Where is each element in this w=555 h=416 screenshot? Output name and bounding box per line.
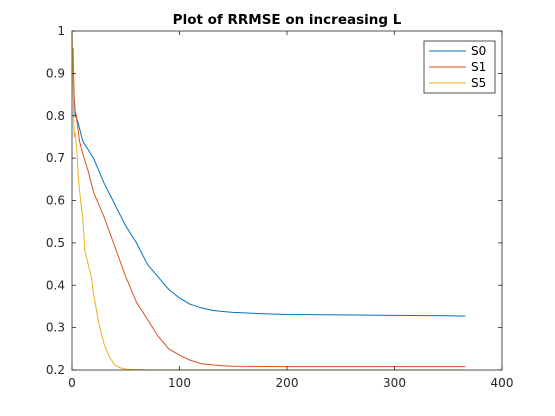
x-tick-label: 100	[168, 376, 191, 390]
y-tick-label: 0.3	[46, 321, 65, 335]
y-tick-label: 0.7	[46, 151, 65, 165]
series-line-s1	[72, 47, 466, 368]
legend-label-s5: S5	[471, 76, 486, 90]
x-tick-label: 0	[68, 376, 76, 390]
x-tick-label: 200	[276, 376, 299, 390]
y-tick-label: 0.2	[46, 363, 65, 377]
y-tick-label: 0.8	[46, 109, 65, 123]
y-tick-label: 0.9	[46, 66, 65, 80]
legend: S0 S1 S5	[423, 40, 496, 94]
y-tick-label: 0.5	[46, 236, 65, 250]
x-tick-label: 300	[383, 376, 406, 390]
legend-label-s0: S0	[471, 44, 486, 58]
legend-label-s1: S1	[471, 60, 486, 74]
y-tick-label: 0.6	[46, 194, 65, 208]
series-line-s0	[72, 64, 466, 317]
chart-title: Plot of RRMSE on increasing L	[173, 12, 402, 28]
y-tick-label: 1	[57, 24, 65, 38]
y-tick-label: 0.4	[46, 278, 65, 292]
x-tick-label: 400	[491, 376, 514, 390]
ticks-layer: 0 100 200 300 400 0.2 0.3 0.4 0.5 0.6 0.7 0.8 0.9 1	[46, 24, 514, 390]
